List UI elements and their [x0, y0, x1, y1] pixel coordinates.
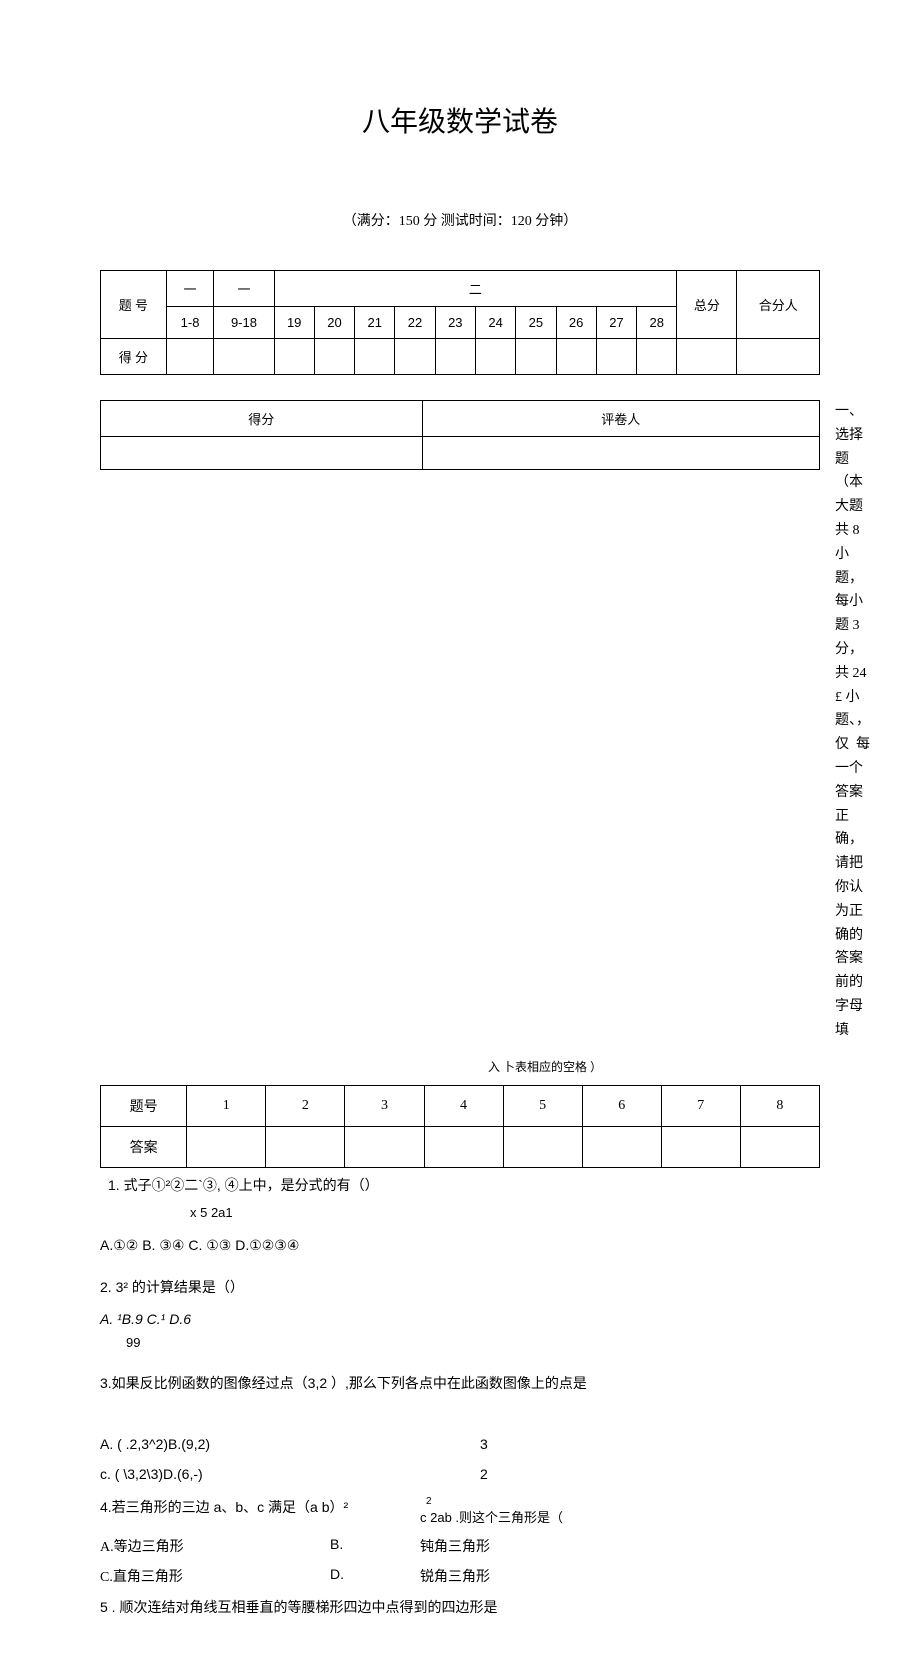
grader-table: 得分 评卷人 [100, 400, 820, 470]
q3-opt-c: c. ( \3,2\3)D.(6,-) [100, 1466, 480, 1482]
blank-cell [395, 339, 435, 375]
cell-22: 22 [395, 307, 435, 339]
answer-ans-label: 答案 [101, 1126, 187, 1167]
q5-text: 5 . 顺次连结对角线互相垂直的等腰梯形四边中点得到的四边形是 [100, 1596, 820, 1620]
blank-cell [274, 339, 314, 375]
q4-opt-b-label: B. [330, 1536, 420, 1556]
blank-cell [677, 339, 737, 375]
q3-opt-a-r: 3 [480, 1436, 488, 1452]
blank-cell [355, 339, 395, 375]
score-col-3: 二 [274, 271, 677, 307]
blank-cell [314, 339, 354, 375]
q3-opt-cd: c. ( \3,2\3)D.(6,-) 2 [100, 1466, 820, 1482]
q4-right: 2 c 2ab .则这个三角形是（ [420, 1496, 563, 1526]
q4-row: 4.若三角形的三边 a、b、c 满足（a b）² 2 c 2ab .则这个三角形… [100, 1496, 820, 1526]
grader-reviewer-label: 评卷人 [422, 401, 820, 437]
cell-24: 24 [475, 307, 515, 339]
q1-options: A.①② B. ③④ C. ①③ D.①②③④ [100, 1234, 820, 1258]
cell-21: 21 [355, 307, 395, 339]
q2-text: 2. 3² 的计算结果是（） [100, 1276, 820, 1300]
cell-27: 27 [596, 307, 636, 339]
answer-blank [187, 1126, 266, 1167]
q2-sub: 99 [126, 1332, 820, 1354]
cell-26: 26 [556, 307, 596, 339]
answer-blank [266, 1126, 345, 1167]
cell-19: 19 [274, 307, 314, 339]
answer-blank [424, 1126, 503, 1167]
q3-text: 3.如果反比例函数的图像经过点（3,2 ）,那么下列各点中在此函数图像上的点是 [100, 1372, 820, 1396]
q4-opt-b: 钝角三角形 [420, 1536, 490, 1556]
section1-line3: 入 卜表相应的空格 ） [270, 1058, 820, 1075]
cell-1-8: 1-8 [166, 307, 214, 339]
q4-opts-cd: C.直角三角形 D. 锐角三角形 [100, 1566, 820, 1586]
blank-cell [214, 339, 274, 375]
answer-n3: 3 [345, 1085, 424, 1126]
q4-opt-c: C.直角三角形 [100, 1566, 330, 1586]
answer-blank [661, 1126, 740, 1167]
answer-blank [345, 1126, 424, 1167]
grader-reviewer-cell [422, 437, 820, 470]
cell-28: 28 [637, 307, 677, 339]
blank-cell [637, 339, 677, 375]
cell-25: 25 [516, 307, 556, 339]
answer-n4: 4 [424, 1085, 503, 1126]
blank-cell [166, 339, 214, 375]
section1-line2: 仅一个答案正确，请把你认为正确的答案前的字母填 [835, 737, 863, 1038]
answer-n6: 6 [582, 1085, 661, 1126]
section1-line1: 一、选择题（本大题共 8 小题，每小题 3 分，共 24 £ 小题、， [835, 404, 870, 728]
grader-score-label: 得分 [101, 401, 423, 437]
q4-right-sup: 2 [426, 1496, 563, 1507]
blank-cell [516, 339, 556, 375]
answer-hdr: 题号 [101, 1085, 187, 1126]
blank-cell [596, 339, 636, 375]
score-defen: 得 分 [101, 339, 167, 375]
answer-n1: 1 [187, 1085, 266, 1126]
score-table-header-tihao: 题 号 [101, 271, 167, 339]
q4-opt-d-label: D. [330, 1566, 420, 1586]
q4-opt-a: A.等边三角形 [100, 1536, 330, 1556]
q4-opt-d: 锐角三角形 [420, 1566, 490, 1586]
answer-n7: 7 [661, 1085, 740, 1126]
answer-n2: 2 [266, 1085, 345, 1126]
grader-score-cell [101, 437, 423, 470]
score-col-1: 一 [166, 271, 214, 307]
q1-text: 1. 式子①²②二`③, ④上中，是分式的有（） [108, 1174, 820, 1198]
blank-cell [556, 339, 596, 375]
score-checker: 合分人 [737, 271, 820, 339]
exam-info: （满分：150 分 测试时间：120 分钟） [100, 210, 820, 230]
q1-sub: x 5 2a1 [190, 1205, 820, 1220]
answer-blank [582, 1126, 661, 1167]
q3-opt-c-r: 2 [480, 1466, 488, 1482]
score-total: 总分 [677, 271, 737, 339]
q2-options: A. ¹B.9 C.¹ D.6 [100, 1308, 820, 1332]
answer-n5: 5 [503, 1085, 582, 1126]
q3-opt-a: A. ( .2,3^2)B.(9,2) [100, 1436, 480, 1452]
cell-9-18: 9-18 [214, 307, 274, 339]
answer-blank [503, 1126, 582, 1167]
q4-right-text: c 2ab .则这个三角形是（ [420, 1507, 563, 1526]
page-title: 八年级数学试卷 [100, 100, 820, 140]
section1-instructions: 一、选择题（本大题共 8 小题，每小题 3 分，共 24 £ 小题、， 每 仅一… [820, 400, 870, 1043]
answer-table: 题号 1 2 3 4 5 6 7 8 答案 [100, 1085, 820, 1168]
blank-cell [475, 339, 515, 375]
answer-n8: 8 [740, 1085, 819, 1126]
cell-23: 23 [435, 307, 475, 339]
score-table: 题 号 一 一 二 总分 合分人 1-8 9-18 19 20 21 22 23… [100, 270, 820, 375]
blank-cell [737, 339, 820, 375]
cell-20: 20 [314, 307, 354, 339]
section1-line1b: 每 [856, 733, 870, 757]
blank-cell [435, 339, 475, 375]
grader-section: 得分 评卷人 一、选择题（本大题共 8 小题，每小题 3 分，共 24 £ 小题… [100, 400, 820, 1043]
q4-left: 4.若三角形的三边 a、b、c 满足（a b）² [100, 1496, 420, 1526]
answer-blank [740, 1126, 819, 1167]
q3-opt-ab: A. ( .2,3^2)B.(9,2) 3 [100, 1436, 820, 1452]
q4-opts-ab: A.等边三角形 B. 钝角三角形 [100, 1536, 820, 1556]
score-col-2: 一 [214, 271, 274, 307]
